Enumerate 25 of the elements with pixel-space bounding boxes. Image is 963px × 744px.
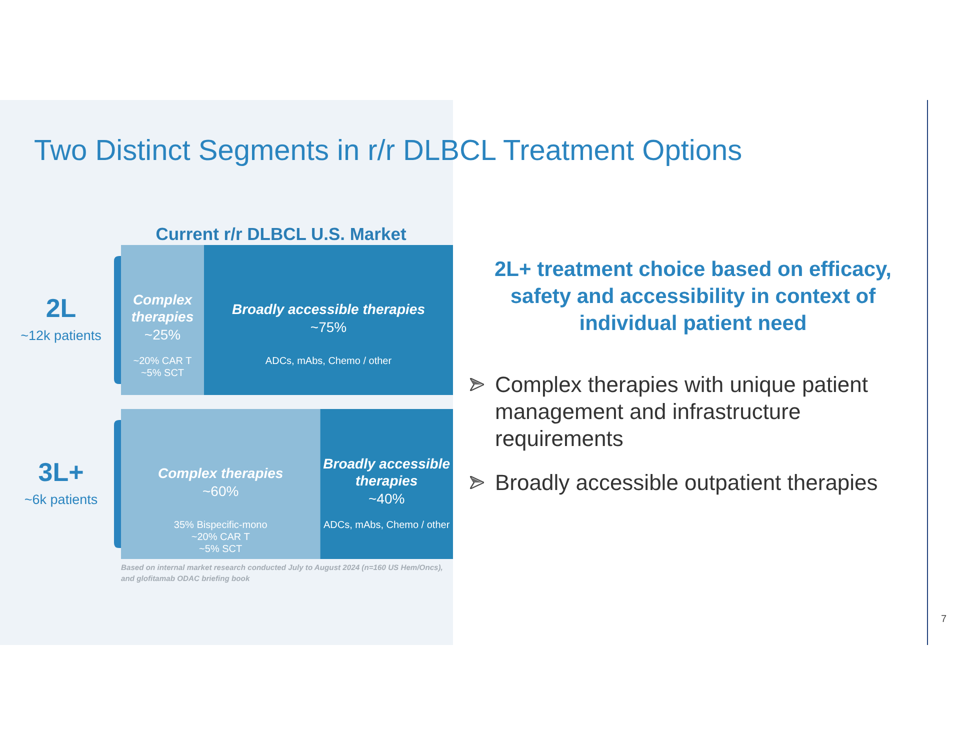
data-label: ~40%: [367, 489, 406, 508]
text: Complex therapies: [158, 464, 284, 481]
annotation: ~5% SCT: [140, 368, 186, 380]
data-label: ~75%: [309, 318, 348, 336]
data-label: ~25%: [143, 325, 182, 344]
y-tick-label: 3L+: [38, 457, 84, 487]
annotation: ~5% SCT: [198, 544, 244, 556]
text: 7: [941, 614, 947, 625]
annotation: ~20% CAR T: [190, 532, 251, 544]
text: ~6k patients: [24, 492, 98, 507]
series-label: Complex therapies: [130, 291, 195, 326]
text: Broadly accessible therapies: [232, 300, 425, 317]
y-tick-label: 2L: [46, 293, 76, 323]
text: Current r/r DLBCL U.S. Market: [154, 224, 408, 245]
text: Two Distinct Segments in r/r DLBCL Treatment Options: [34, 135, 742, 168]
text: 2L+ treatment choice based on efficacy, safety and accessibility in context of individual patient need: [493, 257, 892, 337]
annotation: ADCs, mAbs, Chemo / other: [264, 356, 393, 368]
text: Broadly accessible outpatient therapies: [495, 469, 879, 496]
series-label: Broadly accessible therapies: [322, 455, 451, 490]
text: Complex therapies with unique patient management and infrastructure requirements: [495, 371, 870, 452]
annotation: ~20% CAR T: [132, 356, 193, 368]
annotation: 35% Bispecific-mono: [172, 520, 268, 532]
text: ~12k patients: [20, 328, 102, 343]
data-label: ~60%: [201, 482, 240, 500]
annotation: ADCs, mAbs, Chemo / other: [322, 520, 451, 532]
